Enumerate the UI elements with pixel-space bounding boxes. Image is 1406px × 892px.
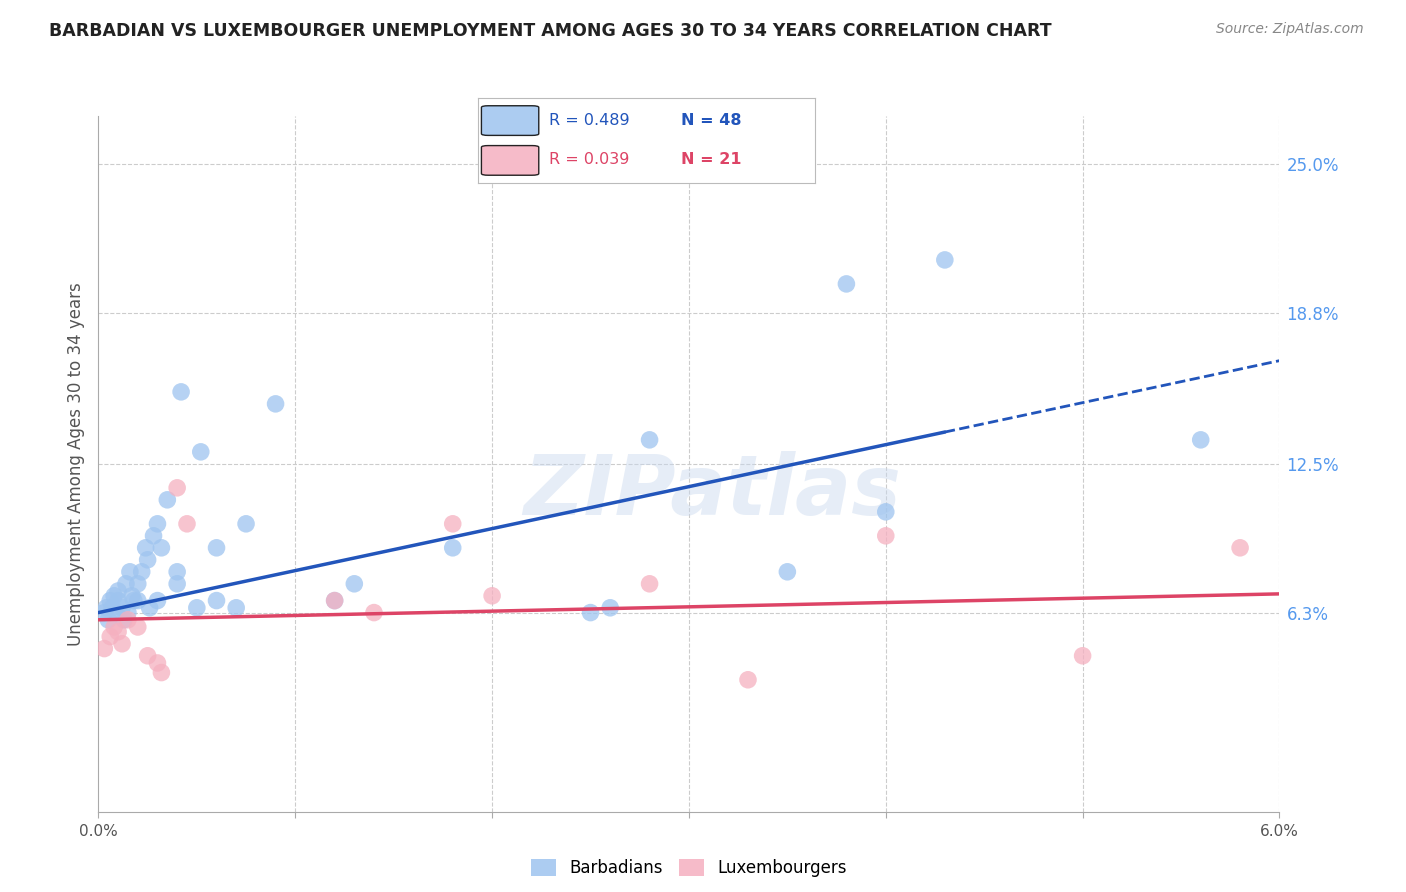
Point [136, 648, 159, 663]
Point [93, 641, 115, 656]
Point [127, 593, 149, 607]
Point [117, 606, 139, 620]
Point [146, 593, 169, 607]
Point [579, 606, 602, 620]
Point [103, 620, 125, 634]
Point [115, 576, 138, 591]
Point [875, 529, 897, 543]
Point [111, 637, 134, 651]
Point [136, 553, 159, 567]
Point [103, 589, 125, 603]
Point [127, 620, 149, 634]
Point [205, 541, 228, 555]
Point [135, 541, 157, 555]
FancyBboxPatch shape [481, 106, 538, 136]
Point [186, 600, 208, 615]
Point [127, 576, 149, 591]
Point [835, 277, 858, 291]
Point [166, 576, 188, 591]
Point [323, 593, 346, 607]
Point [111, 600, 134, 615]
FancyBboxPatch shape [481, 145, 538, 175]
Point [112, 613, 135, 627]
Point [166, 481, 188, 495]
Point [118, 565, 141, 579]
Point [638, 576, 661, 591]
Point [1229, 541, 1251, 555]
Point [156, 492, 179, 507]
Point [1189, 433, 1212, 447]
Point [142, 529, 165, 543]
Point [343, 576, 366, 591]
Text: ZIPatlas: ZIPatlas [523, 451, 901, 533]
Point [96, 600, 118, 615]
Point [170, 384, 193, 399]
Point [264, 397, 287, 411]
Point [441, 541, 464, 555]
Text: N = 21: N = 21 [681, 153, 741, 168]
Point [98, 630, 121, 644]
Point [150, 541, 173, 555]
Point [225, 600, 247, 615]
Point [93, 606, 115, 620]
Point [150, 665, 173, 680]
Point [107, 624, 129, 639]
Point [441, 516, 464, 531]
Point [107, 593, 129, 607]
Point [481, 589, 503, 603]
Point [934, 252, 956, 267]
Point [122, 593, 145, 607]
Point [737, 673, 759, 687]
Point [105, 606, 128, 620]
Point [138, 600, 160, 615]
Point [131, 565, 153, 579]
Point [1071, 648, 1094, 663]
Text: BARBADIAN VS LUXEMBOURGER UNEMPLOYMENT AMONG AGES 30 TO 34 YEARS CORRELATION CHA: BARBADIAN VS LUXEMBOURGER UNEMPLOYMENT A… [49, 22, 1052, 40]
Point [776, 565, 799, 579]
Legend: Barbadians, Luxembourgers: Barbadians, Luxembourgers [524, 852, 853, 883]
Point [638, 433, 661, 447]
Point [205, 593, 228, 607]
Text: Source: ZipAtlas.com: Source: ZipAtlas.com [1216, 22, 1364, 37]
Point [98, 593, 121, 607]
Point [146, 516, 169, 531]
Point [101, 600, 124, 615]
Point [599, 600, 621, 615]
Point [107, 584, 129, 599]
Point [363, 606, 385, 620]
Point [121, 589, 143, 603]
Point [235, 516, 257, 531]
Text: R = 0.039: R = 0.039 [548, 153, 630, 168]
Text: R = 0.489: R = 0.489 [548, 112, 630, 128]
Y-axis label: Unemployment Among Ages 30 to 34 years: Unemployment Among Ages 30 to 34 years [66, 282, 84, 646]
Point [166, 565, 188, 579]
Point [97, 613, 120, 627]
Point [323, 593, 346, 607]
Point [176, 516, 198, 531]
Point [190, 445, 212, 459]
Point [146, 656, 169, 670]
Point [875, 505, 897, 519]
Point [117, 613, 139, 627]
Text: N = 48: N = 48 [681, 112, 741, 128]
